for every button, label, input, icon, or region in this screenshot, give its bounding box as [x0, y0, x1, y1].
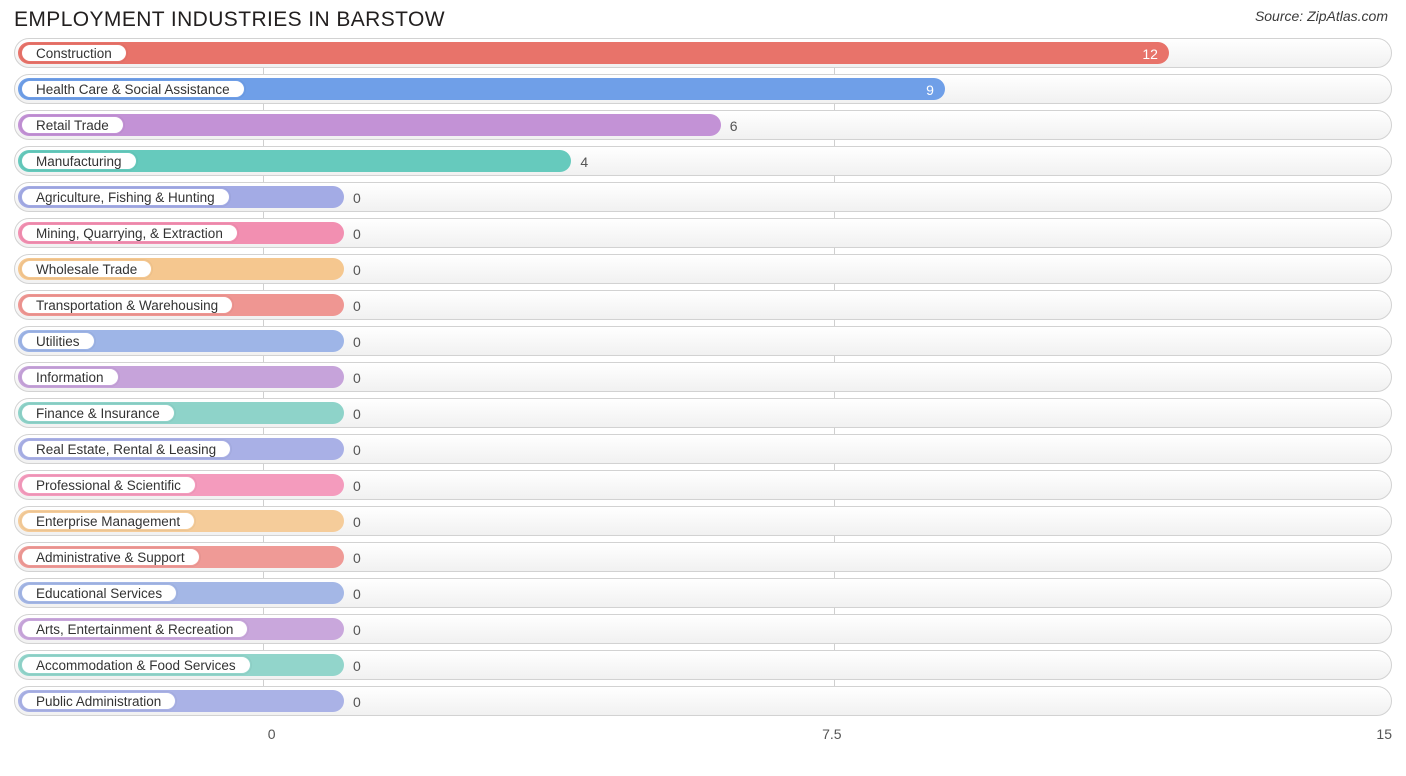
chart-bar-value: 0: [353, 291, 361, 321]
chart-plot-area: Construction 12 Health Care & Social Assis…: [0, 38, 1406, 716]
chart-row: Manufacturing 4: [14, 146, 1392, 176]
chart-bar-value: 0: [353, 651, 361, 681]
chart-bar-label: Enterprise Management: [21, 512, 195, 530]
chart-source: Source: ZipAtlas.com: [1255, 8, 1388, 24]
chart-row: Utilities 0: [14, 326, 1392, 356]
chart-bar-value: 0: [353, 183, 361, 213]
chart-bar-label: Professional & Scientific: [21, 476, 196, 494]
chart-bar-value: 9: [926, 75, 934, 105]
x-axis-tick: 0: [268, 726, 276, 742]
chart-row: Health Care & Social Assistance 9: [14, 74, 1392, 104]
chart-bar-label: Finance & Insurance: [21, 404, 175, 422]
chart-row: Professional & Scientific 0: [14, 470, 1392, 500]
x-axis-tick: 15: [1376, 726, 1392, 742]
chart-row: Real Estate, Rental & Leasing 0: [14, 434, 1392, 464]
chart-bar-value: 6: [730, 111, 738, 141]
chart-bar-value: 4: [580, 147, 588, 177]
chart-bar-value: 0: [353, 507, 361, 537]
chart-bar-value: 12: [1142, 39, 1158, 69]
chart-bar-label: Wholesale Trade: [21, 260, 152, 278]
chart-bar-label: Information: [21, 368, 119, 386]
chart-row: Enterprise Management 0: [14, 506, 1392, 536]
x-axis: 0 7.5 15: [14, 722, 1392, 748]
chart-row: Accommodation & Food Services 0: [14, 650, 1392, 680]
chart-bar-value: 0: [353, 399, 361, 429]
chart-bar-value: 0: [353, 615, 361, 645]
chart-row: Information 0: [14, 362, 1392, 392]
chart-bar-value: 0: [353, 687, 361, 717]
chart-bar-value: 0: [353, 255, 361, 285]
chart-bar-label: Manufacturing: [21, 152, 137, 170]
chart-row: Arts, Entertainment & Recreation 0: [14, 614, 1392, 644]
chart-row: Wholesale Trade 0: [14, 254, 1392, 284]
chart-title: EMPLOYMENT INDUSTRIES IN BARSTOW: [14, 8, 445, 32]
chart-bar: [18, 42, 1169, 64]
chart-row: Retail Trade 6: [14, 110, 1392, 140]
chart-row: Finance & Insurance 0: [14, 398, 1392, 428]
x-axis-tick: 7.5: [822, 726, 841, 742]
chart-bar-label: Construction: [21, 44, 127, 62]
chart-bar-value: 0: [353, 579, 361, 609]
chart-bar-label: Mining, Quarrying, & Extraction: [21, 224, 238, 242]
chart-bar-label: Educational Services: [21, 584, 177, 602]
chart-bar-label: Transportation & Warehousing: [21, 296, 233, 314]
chart-row: Agriculture, Fishing & Hunting 0: [14, 182, 1392, 212]
chart-bar-label: Administrative & Support: [21, 548, 200, 566]
chart-bar-label: Health Care & Social Assistance: [21, 80, 245, 98]
chart-bar-label: Public Administration: [21, 692, 176, 710]
chart-header: EMPLOYMENT INDUSTRIES IN BARSTOW Source:…: [0, 0, 1406, 38]
chart-bar-value: 0: [353, 327, 361, 357]
chart-row: Public Administration 0: [14, 686, 1392, 716]
chart-bar-value: 0: [353, 471, 361, 501]
chart-bar-value: 0: [353, 435, 361, 465]
chart-row: Transportation & Warehousing 0: [14, 290, 1392, 320]
chart-bar-value: 0: [353, 543, 361, 573]
chart-bar-label: Accommodation & Food Services: [21, 656, 251, 674]
chart-bar-label: Real Estate, Rental & Leasing: [21, 440, 231, 458]
chart-bar-label: Agriculture, Fishing & Hunting: [21, 188, 230, 206]
chart-row: Mining, Quarrying, & Extraction 0: [14, 218, 1392, 248]
chart-row: Construction 12: [14, 38, 1392, 68]
chart-bar-label: Utilities: [21, 332, 95, 350]
chart-bar-value: 0: [353, 363, 361, 393]
chart-bar-value: 0: [353, 219, 361, 249]
chart-row: Administrative & Support 0: [14, 542, 1392, 572]
chart-rows: Construction 12 Health Care & Social Assis…: [14, 38, 1392, 716]
chart-bar-label: Retail Trade: [21, 116, 124, 134]
chart-bar-label: Arts, Entertainment & Recreation: [21, 620, 248, 638]
chart-row: Educational Services 0: [14, 578, 1392, 608]
